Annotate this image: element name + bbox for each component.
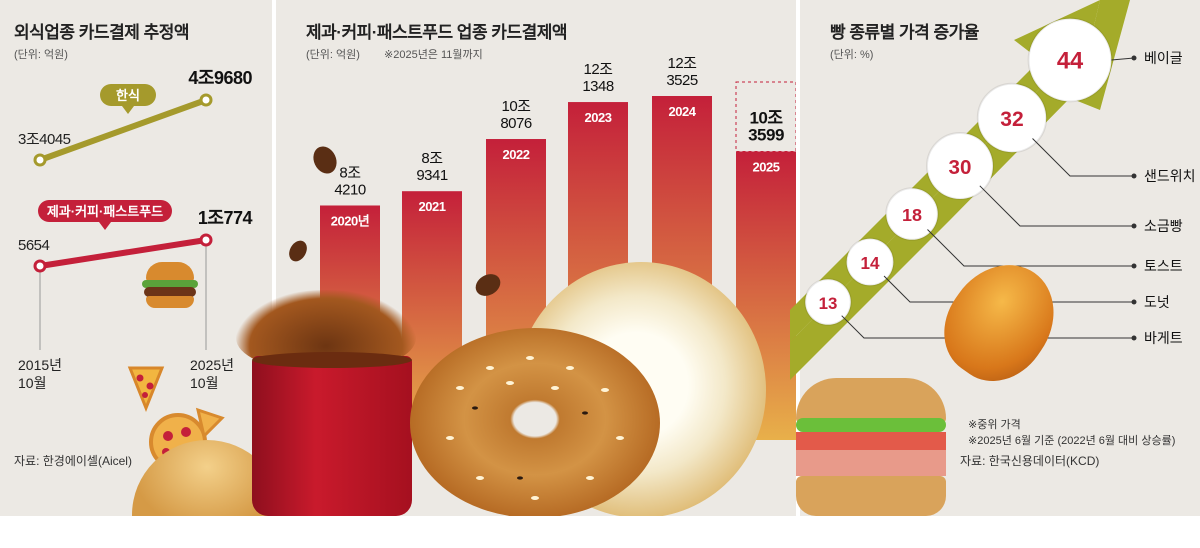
pizza-slice-illustration — [127, 364, 165, 413]
leader-line-3 — [979, 185, 1134, 227]
series-start-label-0: 3조4045 — [18, 131, 71, 148]
series-point-end-1 — [199, 233, 213, 247]
bubble-value-2: 18 — [902, 205, 922, 225]
series-name-1: 제과·커피·패스트푸드 — [47, 204, 163, 219]
leader-line-1 — [883, 275, 1134, 303]
bubble-4 — [976, 82, 1048, 154]
series-tag-0 — [100, 84, 156, 106]
series-start-label-1: 5654 — [18, 237, 50, 254]
bar-category-label-0: 2020년 — [331, 213, 369, 228]
bar-category-label-4: 2024 — [669, 104, 697, 119]
sesame-bagel-illustration — [410, 328, 660, 518]
panel3-note-1: ※중위 가격 — [968, 419, 1021, 431]
series-end-label-1: 1조774 — [198, 208, 253, 228]
leader-line-4 — [1032, 138, 1134, 177]
leader-dot-3 — [1131, 223, 1137, 229]
bar-value-label-4: 12조 3525 — [666, 55, 698, 89]
series-line-0 — [37, 97, 209, 163]
panel2-title: 제과·커피·패스트푸드 업종 카드결제액 — [306, 23, 568, 42]
bar-value-label-0: 8조 4210 — [334, 164, 366, 198]
panel2-unit: (단위: 억원) — [306, 49, 360, 61]
panel3-unit: (단위: %) — [830, 49, 874, 61]
series-point-end-0 — [199, 93, 213, 107]
series-name-0: 한식 — [116, 88, 140, 103]
bubble-value-1: 14 — [861, 254, 880, 273]
coffee-cup-illustration — [252, 356, 412, 516]
bread-type-label-4: 샌드위치 — [1144, 168, 1196, 184]
series-point-start-1 — [33, 259, 47, 273]
leader-line-2 — [927, 229, 1134, 267]
panel-divider-2 — [796, 0, 800, 548]
series-tag-1 — [38, 200, 172, 222]
panel3-source: 자료: 한국신용데이터(KCD) — [960, 454, 1100, 468]
bread-type-label-1: 도넛 — [1144, 294, 1170, 310]
panel3-note-2: ※2025년 6월 기준 (2022년 6월 대비 상승률) — [968, 435, 1176, 447]
panel1-title: 외식업종 카드결제 추정액 — [14, 23, 190, 42]
sandwich-illustration — [796, 378, 946, 518]
bar-value-label-3: 12조 1348 — [582, 61, 614, 95]
bubble-2 — [885, 187, 939, 241]
bubble-value-0: 13 — [819, 294, 838, 313]
panel-restaurant-card-payments: 외식업종 카드결제 추정액 (단위: 억원) 3조4045 4조9680 한식 565… — [0, 0, 282, 548]
bar-value-label-2: 10조 8076 — [500, 98, 532, 132]
leader-line-5 — [1111, 57, 1135, 61]
bar-value-label-1: 8조 9341 — [416, 150, 448, 184]
bubble-value-4: 32 — [1000, 108, 1023, 131]
footer-margin — [0, 516, 1200, 548]
x-axis-start-label: 2015년 10월 — [18, 357, 62, 391]
leader-dot-1 — [1131, 299, 1137, 305]
panel3-title: 빵 종류별 가격 증가율 — [830, 23, 979, 42]
bread-type-label-0: 바게트 — [1144, 330, 1183, 346]
panel1-source: 자료: 한경에이셀(Aicel) — [14, 454, 132, 468]
bar-value-label-5: 10조 3599 — [748, 108, 784, 144]
bar-category-label-1: 2021 — [419, 199, 446, 214]
bubble-3 — [926, 132, 994, 200]
burger-illustration — [142, 262, 198, 310]
series-tag-pointer-0 — [122, 106, 134, 114]
leader-dot-0 — [1131, 335, 1137, 341]
bar-projection-outline — [735, 81, 797, 152]
bubble-value-5: 44 — [1057, 49, 1084, 75]
leader-dot-4 — [1131, 173, 1137, 179]
bubble-1 — [845, 237, 895, 287]
bar-category-label-3: 2023 — [585, 110, 612, 125]
bar-category-label-5: 2025 — [753, 159, 780, 174]
panel1-line-chart: 3조4045 4조9680 한식 5654 1조774 제과·커피·패스트푸드 2015년 1… — [18, 68, 253, 391]
series-end-label-0: 4조9680 — [188, 68, 252, 88]
panel3-bubble-chart: 13 바게트 14 도넛 18 토스트 30 소금빵 32 샌드위치 44 베이글 — [790, 0, 1196, 380]
x-axis-end-label: 2025년 10월 — [190, 357, 234, 391]
bubble-0 — [804, 278, 852, 326]
bubble-value-3: 30 — [949, 156, 972, 179]
bread-type-label-3: 소금빵 — [1144, 218, 1183, 234]
leader-dot-5 — [1131, 55, 1137, 61]
series-line-1 — [37, 237, 209, 269]
bar-category-label-2: 2022 — [503, 147, 530, 162]
series-tag-pointer-1 — [99, 222, 111, 230]
panel1-unit: (단위: 억원) — [14, 49, 68, 61]
coffee-surface-illustration — [252, 352, 412, 368]
series-point-start-0 — [33, 153, 47, 167]
panel-bakery-coffee-fastfood: 제과·커피·패스트푸드 업종 카드결제액 (단위: 억원) ※2025년은 11… — [236, 0, 797, 548]
bread-type-label-5: 베이글 — [1144, 50, 1183, 66]
leader-dot-2 — [1131, 263, 1137, 269]
bread-type-label-2: 토스트 — [1144, 258, 1183, 274]
panel2-note: ※2025년은 11월까지 — [384, 49, 483, 61]
panel-bread-price-increase: 빵 종류별 가격 증가율 (단위: %) 13 바게트 14 도넛 18 토스트 30 소금빵… — [790, 0, 1200, 548]
panel-divider-1 — [272, 0, 276, 548]
